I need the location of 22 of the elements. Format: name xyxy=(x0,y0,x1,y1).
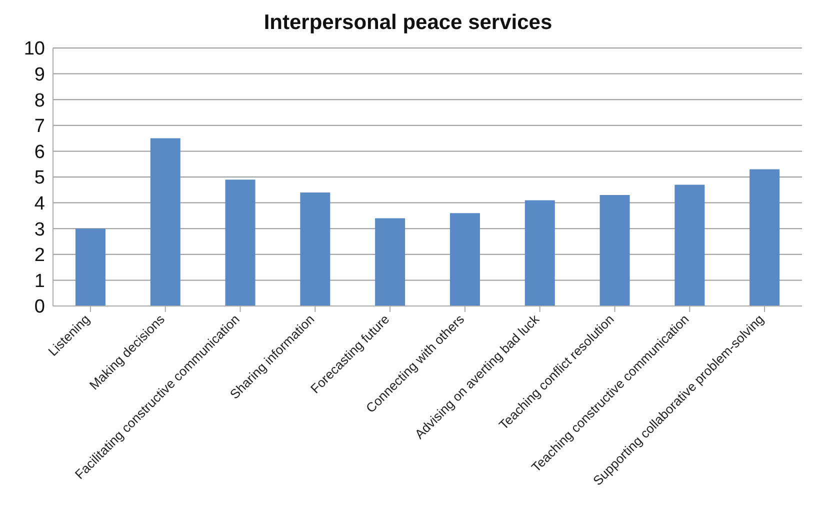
y-tick-label: 3 xyxy=(34,219,45,240)
y-tick-label: 4 xyxy=(34,194,46,215)
bar xyxy=(524,200,555,306)
bar xyxy=(750,169,780,306)
y-tick-label: 8 xyxy=(34,90,45,112)
bar xyxy=(150,138,180,306)
y-tick-label: 5 xyxy=(34,168,45,189)
bar xyxy=(375,218,406,306)
bar xyxy=(75,228,106,306)
bar xyxy=(225,180,256,306)
y-tick-label: 6 xyxy=(34,142,45,163)
bar xyxy=(674,184,705,306)
y-tick-label: 7 xyxy=(34,116,45,138)
y-tick-label: 10 xyxy=(24,38,45,60)
chart-title: Interpersonal peace services xyxy=(262,10,554,36)
bar xyxy=(600,195,630,306)
bar xyxy=(300,192,330,306)
y-tick-label: 0 xyxy=(34,296,45,318)
y-tick-label: 2 xyxy=(34,245,45,266)
bar xyxy=(450,213,480,306)
y-tick-label: 1 xyxy=(34,270,45,292)
y-tick-label: 9 xyxy=(34,64,45,86)
